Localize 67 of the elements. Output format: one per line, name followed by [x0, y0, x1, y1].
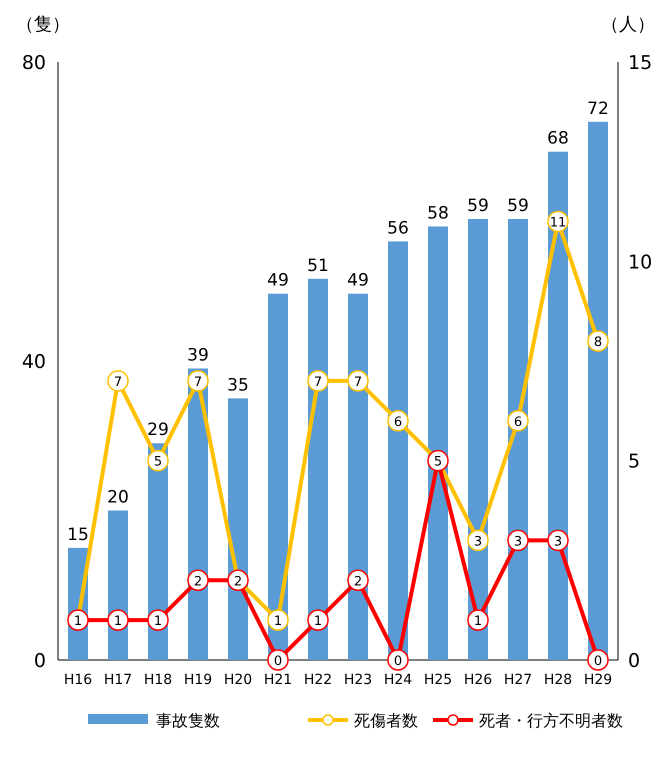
data-label: 2	[354, 574, 362, 590]
data-label: 1	[314, 614, 322, 630]
data-label: 56	[387, 218, 409, 238]
data-label: 2	[234, 574, 242, 590]
y-tick-label: 0	[34, 650, 46, 672]
x-tick-label: H21	[264, 672, 292, 688]
data-label: 5	[434, 454, 442, 470]
data-label: 49	[347, 270, 369, 291]
data-label: 51	[307, 256, 329, 276]
data-label: 2	[194, 574, 202, 590]
data-label: 39	[187, 345, 209, 366]
y-tick-label: 40	[22, 351, 46, 373]
data-label: 3	[474, 534, 482, 550]
y2-tick-label: 10	[628, 251, 652, 274]
data-label: 6	[514, 414, 522, 430]
x-tick-label: H20	[224, 672, 252, 688]
y2-axis-title: （人）	[601, 14, 655, 35]
data-label: 7	[114, 374, 122, 390]
data-label: 8	[594, 335, 602, 350]
data-label: 59	[467, 196, 489, 216]
y2-tick-label: 0	[628, 650, 640, 672]
data-label: 6	[394, 414, 402, 430]
data-label: 5	[154, 454, 162, 470]
data-label: 49	[267, 270, 289, 291]
data-label: 58	[427, 203, 449, 224]
x-tick-label: H28	[544, 672, 572, 688]
bar	[548, 152, 568, 660]
legend-label: 死者・行方不明者数	[479, 711, 623, 730]
data-label: 35	[227, 375, 249, 396]
x-tick-label: H27	[504, 672, 532, 688]
x-tick-label: H24	[384, 672, 412, 688]
x-tick-label: H26	[464, 672, 492, 688]
data-label: 68	[547, 128, 569, 149]
y2-tick-label: 15	[628, 52, 652, 74]
data-label: 20	[107, 488, 129, 508]
x-tick-label: H16	[64, 672, 92, 688]
x-tick-label: H17	[104, 672, 132, 688]
data-label: 7	[314, 374, 322, 390]
y-tick-label: 80	[22, 52, 46, 74]
x-tick-label: H29	[584, 672, 612, 688]
x-tick-label: H18	[144, 672, 172, 688]
data-label: 11	[550, 215, 566, 230]
x-tick-label: H19	[184, 672, 212, 688]
data-label: 1	[74, 614, 82, 630]
data-label: 1	[474, 614, 482, 630]
y2-tick-label: 5	[628, 450, 640, 473]
data-label: 15	[67, 524, 89, 545]
x-tick-label: H23	[344, 672, 372, 688]
data-label: 7	[354, 374, 362, 390]
data-label: 3	[554, 534, 562, 550]
data-label: 1	[154, 614, 162, 630]
x-tick-label: H22	[304, 672, 332, 688]
x-tick-label: H25	[424, 672, 452, 688]
data-label: 0	[394, 654, 402, 669]
data-label: 29	[147, 420, 169, 440]
data-label: 7	[194, 374, 202, 390]
data-label: 0	[594, 654, 602, 669]
legend-label: 死傷者数	[354, 711, 418, 730]
legend-label: 事故隻数	[156, 711, 220, 730]
data-label: 1	[274, 614, 282, 630]
bar	[428, 226, 448, 660]
data-label: 1	[114, 614, 122, 630]
data-label: 3	[514, 534, 522, 550]
y-axis-title: （隻）	[16, 14, 70, 35]
data-label: 59	[507, 196, 529, 216]
data-label: 72	[587, 98, 609, 119]
data-label: 0	[274, 654, 282, 669]
